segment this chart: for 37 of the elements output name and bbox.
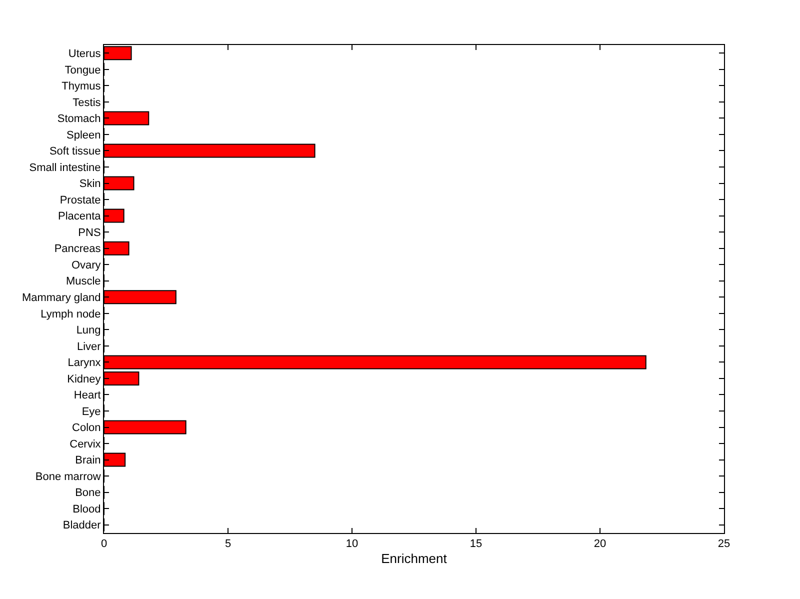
y-tick-label: Bone (75, 487, 101, 500)
y-tick-label: Thymus (62, 80, 102, 93)
y-tick-label: Small intestine (29, 162, 101, 174)
y-tick-label: Pancreas (54, 243, 102, 256)
y-tick-label: Larynx (68, 357, 102, 370)
y-tick-label: Colon (72, 422, 101, 434)
y-tick-label: PNS (78, 226, 101, 239)
y-tick-label: Liver (76, 340, 102, 353)
y-tick-label: Lung (76, 324, 101, 337)
y-tick-label: Mammary gland (22, 292, 101, 304)
y-tick-label: Eye (82, 406, 101, 418)
y-tick-label: Bone marrow (35, 470, 101, 483)
y-tick-label: Placenta (58, 210, 102, 223)
y-tick-label: Ovary (71, 259, 102, 272)
y-tick-label: Testis (72, 96, 102, 109)
y-tick-label: Prostate (60, 194, 101, 206)
y-tick-label: Heart (74, 390, 101, 402)
y-tick-label: Uterus (68, 48, 102, 60)
x-tick-label: 5 (224, 538, 232, 550)
y-tick-label: Skin (79, 178, 101, 190)
x-tick-label: 20 (594, 538, 606, 550)
x-tick-label: 25 (718, 538, 730, 550)
y-tick-label: Bladder (62, 520, 102, 532)
y-tick-label: Tongue (64, 64, 101, 76)
y-tick-label: Muscle (66, 276, 101, 288)
y-tick-label: Brain (75, 454, 101, 467)
x-tick-label: 10 (346, 538, 358, 550)
y-tick-label: Cervix (70, 438, 102, 450)
y-tick-label: Blood (72, 503, 101, 516)
y-tick-label: Lymph node (40, 308, 101, 320)
x-axis-title: Enrichment (381, 550, 448, 566)
y-tick-label: Stomach (57, 113, 101, 126)
y-tick-label: Kidney (67, 373, 102, 386)
x-tick-label: 15 (470, 538, 482, 550)
y-tick-label: Soft tissue (49, 146, 101, 158)
y-tick-label: Spleen (66, 129, 101, 142)
x-tick-label: 0 (100, 538, 108, 550)
